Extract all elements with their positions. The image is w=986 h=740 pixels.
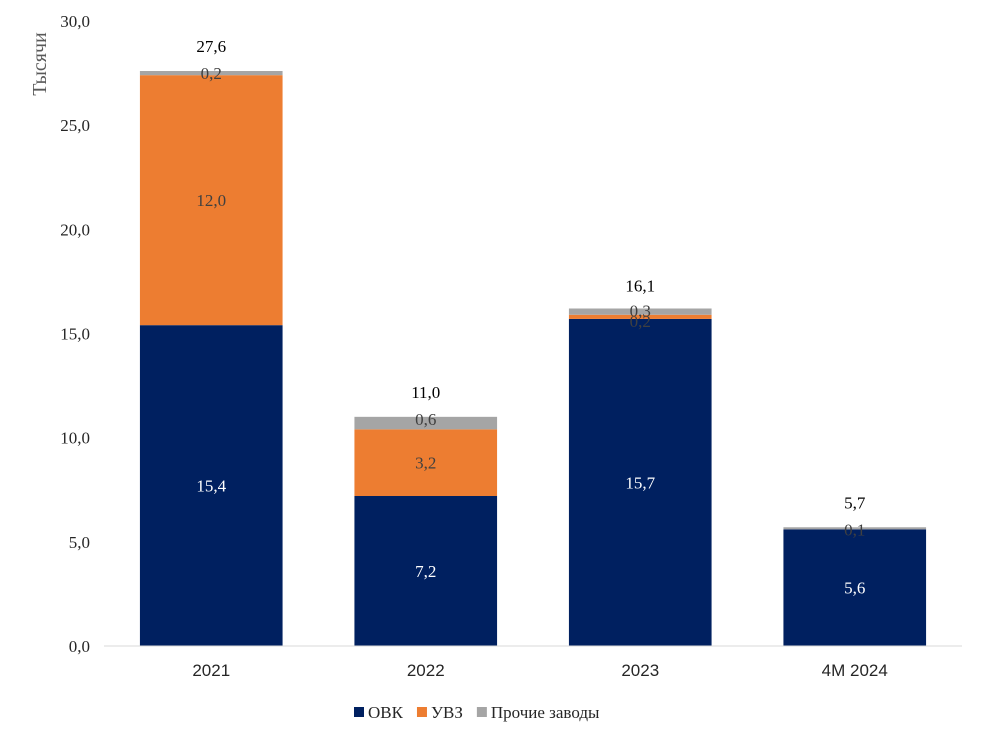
legend-swatch-Прочие заводы <box>476 707 487 717</box>
y-tick-label: 15,0 <box>60 325 90 344</box>
x-tick-label: 2023 <box>621 661 659 680</box>
bar-Прочие заводы-2023 <box>568 308 712 315</box>
x-tick-label: 2022 <box>407 661 445 680</box>
data-label-Прочие заводы: 0,1 <box>844 520 865 539</box>
legend-label-Прочие заводы: Прочие заводы <box>491 703 600 722</box>
legend: ОВК УВЗ Прочие заводы <box>354 703 600 722</box>
y-tick-label: 30,0 <box>60 12 90 31</box>
legend-label-ОВК: ОВК <box>368 703 404 722</box>
y-axis: 0,0 5,0 10,0 15,0 20,0 25,0 30,0 <box>60 12 90 656</box>
y-tick-label: 5,0 <box>69 533 90 552</box>
data-label-УВЗ: 3,2 <box>415 454 436 473</box>
data-label-Прочие заводы: 0,6 <box>415 410 436 429</box>
data-label-Прочие заводы: 0,2 <box>201 64 222 83</box>
data-label-ОВК: 5,6 <box>844 579 865 598</box>
legend-swatch-УВЗ <box>416 707 427 717</box>
y-tick-label: 0,0 <box>69 637 90 656</box>
y-tick-label: 10,0 <box>60 429 90 448</box>
data-labels: 15,412,00,227,67,23,20,611,015,70,20,316… <box>196 37 866 598</box>
total-label: 5,7 <box>844 493 866 512</box>
bar-Прочие заводы-2022 <box>354 416 498 430</box>
y-tick-label: 20,0 <box>60 220 90 239</box>
bar-ОВК-2023 <box>568 318 712 646</box>
data-label-УВЗ: 0,2 <box>630 312 651 331</box>
data-label-УВЗ: 12,0 <box>196 191 226 210</box>
y-axis-label: Тысячи <box>29 32 51 96</box>
y-tick-label: 25,0 <box>60 116 90 135</box>
bar-УВЗ-2022 <box>354 429 498 496</box>
x-tick-label: 2021 <box>192 661 230 680</box>
bar-ОВК-4M 2024 <box>783 529 927 646</box>
legend-label-УВЗ: УВЗ <box>431 703 463 722</box>
x-axis: 2021 2022 2023 4M 2024 <box>192 661 888 680</box>
bar-ОВК-2022 <box>354 496 498 646</box>
data-label-Прочие заводы: 0,3 <box>630 302 651 321</box>
total-label: 27,6 <box>196 37 226 56</box>
bar-УВЗ-2023 <box>568 314 712 319</box>
x-tick-label: 4M 2024 <box>822 661 888 680</box>
bar-Прочие заводы-2021 <box>139 71 283 76</box>
bars <box>139 71 927 646</box>
data-label-ОВК: 15,4 <box>196 477 226 496</box>
bar-УВЗ-2021 <box>139 75 283 326</box>
data-label-ОВК: 7,2 <box>415 562 436 581</box>
total-label: 16,1 <box>625 277 655 296</box>
bar-ОВК-2021 <box>139 325 283 646</box>
legend-swatch-ОВК <box>354 707 364 717</box>
bar-Прочие заводы-4M 2024 <box>783 527 927 530</box>
total-label: 11,0 <box>411 383 440 402</box>
data-label-ОВК: 15,7 <box>625 473 655 492</box>
